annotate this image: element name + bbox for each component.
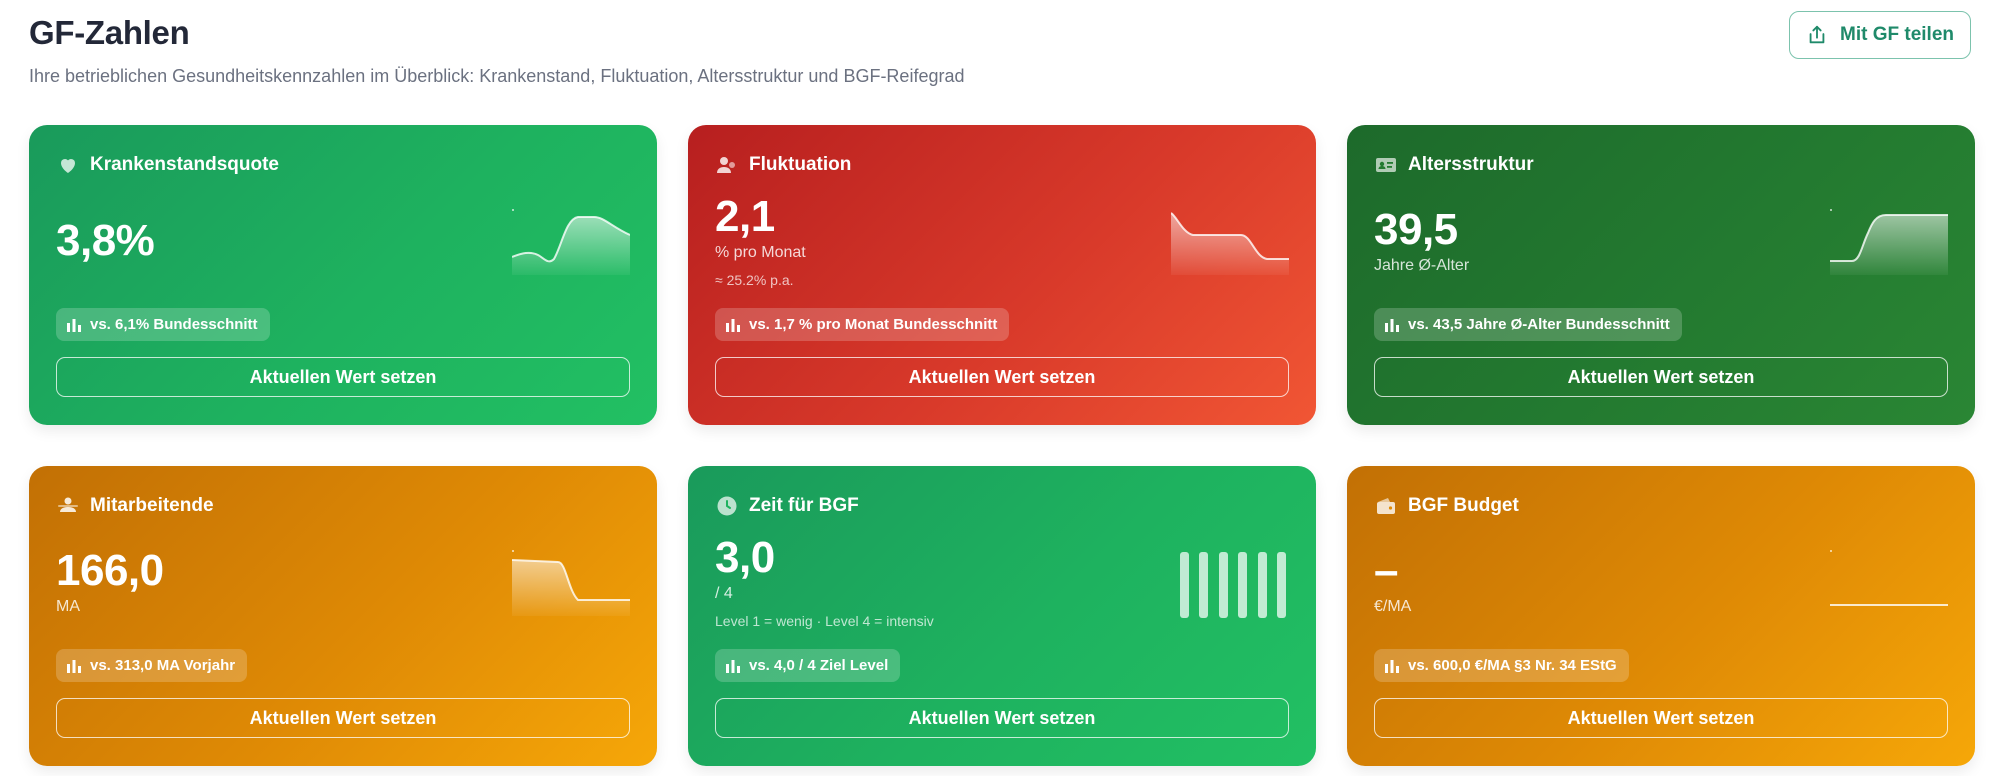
- level-bar: [1180, 552, 1189, 618]
- trend-sparkline: [512, 209, 630, 275]
- bar-chart-icon: [1384, 658, 1400, 674]
- card-header: Altersstruktur: [1374, 153, 1534, 177]
- page-title: GF-Zahlen: [29, 14, 190, 51]
- kpi-grid: Krankenstandsquote 3,8% vs. 6,1% Bundess…: [29, 125, 1975, 766]
- card-header: Krankenstandsquote: [56, 153, 279, 177]
- kpi-card-krankenstand: Krankenstandsquote 3,8% vs. 6,1% Bundess…: [29, 125, 657, 425]
- compare-badge: vs. 6,1% Bundesschnitt: [56, 308, 270, 341]
- clock-icon: [715, 494, 739, 518]
- level-bar: [1257, 552, 1267, 618]
- kpi-unit: €/MA: [1374, 598, 1412, 615]
- level-bar: [1276, 552, 1286, 618]
- compare-text: vs. 43,5 Jahre Ø-Alter Bundesschnitt: [1408, 316, 1670, 333]
- kpi-value: 3,0: [715, 533, 775, 582]
- bar-chart-icon: [66, 658, 82, 674]
- wallet-icon: [1374, 494, 1398, 518]
- bar-chart-icon: [1384, 317, 1400, 333]
- card-title: Mitarbeitende: [90, 495, 214, 516]
- compare-text: vs. 1,7 % pro Monat Bundesschnitt: [749, 316, 998, 333]
- users-icon: [715, 153, 739, 177]
- compare-badge: vs. 600,0 €/MA §3 Nr. 34 EStG: [1374, 649, 1629, 682]
- bar-chart-icon: [66, 317, 82, 333]
- heart-icon: [56, 153, 80, 177]
- kpi-note: Level 1 = wenig · Level 4 = intensiv: [715, 613, 934, 629]
- level-bar: [1218, 552, 1228, 618]
- kpi-value: 166,0: [56, 546, 164, 595]
- kpi-value: 39,5: [1374, 205, 1458, 254]
- set-current-value-button[interactable]: Aktuellen Wert setzen: [56, 357, 630, 397]
- team-icon: [56, 494, 80, 518]
- trend-sparkline: [512, 550, 630, 616]
- kpi-card-mitarbeitende: Mitarbeitende 166,0 MA vs. 313,0 MA Vorj…: [29, 466, 657, 766]
- kpi-value: 3,8%: [56, 216, 155, 265]
- share-with-gf-button[interactable]: Mit GF teilen: [1789, 11, 1971, 59]
- compare-badge: vs. 43,5 Jahre Ø-Alter Bundesschnitt: [1374, 308, 1682, 341]
- share-button-label: Mit GF teilen: [1840, 24, 1954, 45]
- trend-sparkline: [1171, 212, 1289, 275]
- trend-sparkline: [1830, 550, 1948, 606]
- compare-text: vs. 313,0 MA Vorjahr: [90, 657, 236, 674]
- kpi-unit: % pro Monat: [715, 244, 806, 261]
- kpi-card-zeit-fuer-bgf: Zeit für BGF 3,0 / 4 Level 1 = wenig · L…: [688, 466, 1316, 766]
- share-icon: [1806, 24, 1828, 46]
- card-title: Fluktuation: [749, 154, 852, 175]
- trend-sparkline: [1830, 209, 1948, 275]
- kpi-unit: / 4: [715, 585, 733, 602]
- set-current-value-button[interactable]: Aktuellen Wert setzen: [715, 357, 1289, 397]
- card-title: Altersstruktur: [1408, 154, 1534, 175]
- set-current-value-button[interactable]: Aktuellen Wert setzen: [1374, 357, 1948, 397]
- id-card-icon: [1374, 153, 1398, 177]
- kpi-card-fluktuation: Fluktuation 2,1 % pro Monat ≈ 25.2% p.a.…: [688, 125, 1316, 425]
- page-header: GF-Zahlen Ihre betrieblichen Gesundheits…: [29, 11, 1971, 94]
- compare-text: vs. 4,0 / 4 Ziel Level: [749, 657, 889, 674]
- compare-text: vs. 600,0 €/MA §3 Nr. 34 EStG: [1408, 657, 1617, 674]
- compare-badge: vs. 313,0 MA Vorjahr: [56, 649, 248, 682]
- card-title: Krankenstandsquote: [90, 154, 279, 175]
- card-header: Zeit für BGF: [715, 494, 859, 518]
- level-bars: [1180, 552, 1286, 618]
- card-header: Fluktuation: [715, 153, 851, 177]
- kpi-value: –: [1374, 546, 1398, 595]
- page-subtitle: Ihre betrieblichen Gesundheitskennzahlen…: [29, 66, 965, 86]
- kpi-card-altersstruktur: Altersstruktur 39,5 Jahre Ø-Alter vs. 43…: [1347, 125, 1975, 425]
- card-header: Mitarbeitende: [56, 494, 214, 518]
- level-bar: [1199, 552, 1209, 618]
- bar-chart-icon: [725, 658, 741, 674]
- set-current-value-button[interactable]: Aktuellen Wert setzen: [1374, 698, 1948, 738]
- bar-chart-icon: [725, 317, 741, 333]
- set-current-value-button[interactable]: Aktuellen Wert setzen: [56, 698, 630, 738]
- card-title: BGF Budget: [1408, 495, 1519, 516]
- card-title: Zeit für BGF: [749, 495, 859, 516]
- kpi-value: 2,1: [715, 192, 775, 241]
- card-header: BGF Budget: [1374, 494, 1519, 518]
- kpi-unit: MA: [56, 598, 80, 615]
- level-bar: [1238, 552, 1248, 618]
- kpi-card-bgf-budget: BGF Budget – €/MA vs. 600,0 €/MA §3 Nr. …: [1347, 466, 1975, 766]
- compare-badge: vs. 4,0 / 4 Ziel Level: [715, 649, 901, 682]
- compare-badge: vs. 1,7 % pro Monat Bundesschnitt: [715, 308, 1010, 341]
- set-current-value-button[interactable]: Aktuellen Wert setzen: [715, 698, 1289, 738]
- compare-text: vs. 6,1% Bundesschnitt: [90, 316, 258, 333]
- kpi-unit: Jahre Ø-Alter: [1374, 257, 1470, 274]
- kpi-note: ≈ 25.2% p.a.: [715, 272, 794, 288]
